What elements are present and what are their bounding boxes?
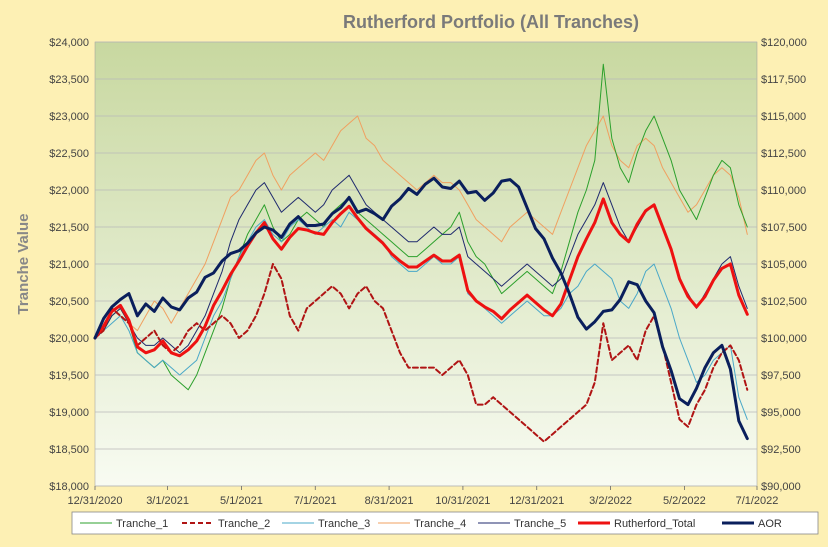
series-line-tranche-4 [94, 115, 748, 339]
x-tick-label: 12/31/2021 [509, 495, 564, 507]
x-tick-label: 10/31/2021 [435, 495, 490, 507]
y-tick-label-left: $21,000 [49, 259, 89, 271]
legend-label: Tranche_3 [318, 518, 370, 530]
series-line-tranche-1 [94, 63, 748, 391]
y-tick-label-right: $110,000 [761, 185, 806, 197]
y-tick-label-left: $22,000 [49, 185, 89, 197]
x-tick-label: 12/31/2020 [67, 495, 122, 507]
y-tick-label-right: $107,500 [761, 222, 807, 234]
x-tick-label: 3/2/2022 [589, 495, 632, 507]
x-tick-label: 7/1/2022 [736, 495, 779, 507]
x-tick-label: 3/1/2021 [146, 495, 189, 507]
y-tick-label-left: $20,500 [49, 296, 89, 308]
legend-label: Tranche_1 [116, 518, 168, 530]
legend-box [71, 511, 819, 535]
y-tick-label-right: $120,000 [761, 37, 807, 49]
y-tick-label-left: $23,500 [49, 74, 89, 86]
series-line-aor [93, 176, 749, 441]
y-tick-label-right: $100,000 [761, 333, 807, 345]
y-tick-label-left: $19,500 [49, 370, 89, 382]
legend-label: Tranche_2 [218, 518, 270, 530]
legend-label: Rutherford_Total [614, 518, 695, 530]
y-tick-label-left: $21,500 [49, 222, 89, 234]
legend-label: AOR [758, 518, 782, 530]
x-tick-label: 5/1/2021 [220, 495, 263, 507]
y-tick-label-left: $22,500 [49, 148, 89, 160]
y-tick-label-left: $24,000 [49, 37, 89, 49]
y-tick-label-right: $105,000 [761, 259, 807, 271]
y-tick-label-right: $112,500 [761, 148, 806, 160]
y-tick-label-left: $23,000 [49, 111, 89, 123]
y-tick-label-right: $97,500 [761, 370, 801, 382]
x-tick-label: 5/2/2022 [663, 495, 706, 507]
x-tick-label: 7/1/2021 [294, 495, 337, 507]
y-tick-label-left: $18,500 [49, 444, 89, 456]
legend-label: Tranche_5 [514, 518, 566, 530]
x-tick-label: 8/31/2021 [365, 495, 414, 507]
y-tick-label-left: $19,000 [49, 407, 89, 419]
left-y-ticks: $18,000 $18,500 $19,000 $19,500 $20,000 $20,5… [49, 37, 89, 493]
y-tick-label-left: $18,000 [49, 481, 89, 493]
y-tick-label-right: $102,500 [761, 296, 807, 308]
y-tick-label-right: $95,000 [761, 407, 801, 419]
series-line-rutherford-total [93, 197, 749, 358]
y-tick-label-right: $117,500 [761, 74, 806, 86]
right-y-ticks: $90,000 $92,500 $95,000 $97,500 $100,000 $102… [761, 37, 807, 493]
legend-label: Tranche_4 [414, 518, 466, 530]
y-tick-label-left: $20,000 [49, 333, 89, 345]
y-axis-label: Tranche Value [15, 214, 32, 315]
series-lines [93, 63, 749, 443]
x-ticks: 12/31/2020 3/1/2021 5/1/2021 7/1/2021 8/31/2… [67, 486, 778, 507]
y-tick-label-right: $90,000 [761, 481, 801, 493]
y-tick-label-right: $115,000 [761, 111, 806, 123]
y-tick-label-right: $92,500 [761, 444, 801, 456]
chart-title: Rutherford Portfolio (All Tranches) [343, 12, 639, 32]
legend: Tranche_1 Tranche_2 Tranche_3 Tranche_4 Tran… [80, 518, 782, 530]
